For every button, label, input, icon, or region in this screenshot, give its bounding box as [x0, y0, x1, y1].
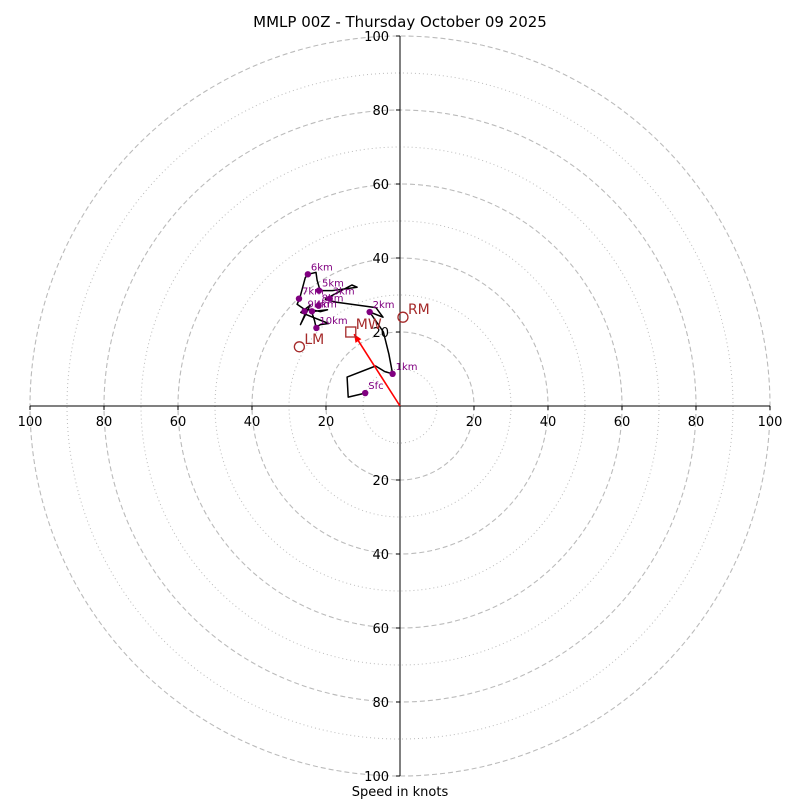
height-point-7km — [295, 295, 303, 302]
y-tick-label: 60 — [372, 178, 389, 193]
x-tick-label: 80 — [688, 415, 705, 430]
y-tick-label: 100 — [364, 770, 389, 785]
height-label-8km: 8km — [322, 294, 344, 305]
height-label-5km: 5km — [322, 279, 344, 290]
height-label-9km: 9km — [308, 299, 330, 310]
tick-labels: 100 80 60 40 20 20 40 60 80 100100806040202040608… — [18, 30, 783, 785]
height-point-3km — [326, 295, 333, 302]
height-label-4km: 4km — [315, 299, 337, 310]
shear-vector — [353, 333, 401, 407]
x-tick-label: 40 — [244, 415, 261, 430]
shear-vector-line — [353, 333, 401, 407]
x-tick-label: 100 — [758, 415, 783, 430]
height-point-9km — [301, 308, 308, 315]
marker-label-lm: LM — [304, 332, 324, 348]
x-axis-label: Speed in knots — [352, 785, 449, 800]
marker-label-mw: MW — [356, 317, 382, 333]
x-tick-label: 80 — [96, 415, 113, 430]
height-point-10km — [313, 324, 320, 332]
y-tick-label: 40 — [372, 548, 389, 563]
wind-trace — [296, 271, 394, 398]
y-tick-label: 20 — [372, 474, 389, 489]
x-tick-label: 60 — [614, 415, 631, 430]
height-point-1km — [389, 370, 396, 378]
height-point-2km — [366, 308, 373, 316]
height-point-6km — [304, 271, 312, 278]
y-tick-label: 80 — [372, 104, 389, 119]
marker-label-rm: RM — [408, 302, 430, 318]
x-tick-label: 60 — [170, 415, 187, 430]
y-tick-label: 40 — [372, 252, 389, 267]
height-label-10km: 10km — [319, 316, 347, 327]
x-tick-label: 100 — [18, 415, 43, 430]
height-point-5km — [315, 287, 323, 294]
height-point-4km — [308, 308, 316, 315]
height-label-6km: 6km — [311, 262, 333, 273]
height-point-8km — [315, 302, 322, 309]
storm-motion-markers: RM LM MW — [293, 302, 430, 353]
chart-title: MMLP 00Z - Thursday October 09 2025 — [253, 13, 547, 31]
y-tick-label: 80 — [372, 696, 389, 711]
height-label-Sfc: Sfc — [368, 381, 383, 392]
height-point-Sfc — [362, 389, 369, 397]
y-tick-label: 100 — [364, 30, 389, 45]
height-label-7km: 7km — [302, 287, 324, 298]
y-tick-label: 60 — [372, 622, 389, 637]
hodograph-trace-line — [296, 271, 394, 398]
marker-mw — [345, 326, 357, 338]
x-tick-label: 20 — [466, 415, 483, 430]
height-label-1km: 1km — [396, 362, 418, 373]
marker-rm — [397, 311, 409, 323]
x-tick-label: 40 — [540, 415, 557, 430]
marker-lm — [293, 341, 306, 353]
x-tick-label: 20 — [318, 415, 335, 430]
height-label-2km: 2km — [373, 300, 395, 311]
height-label-3km: 3km — [333, 287, 355, 298]
